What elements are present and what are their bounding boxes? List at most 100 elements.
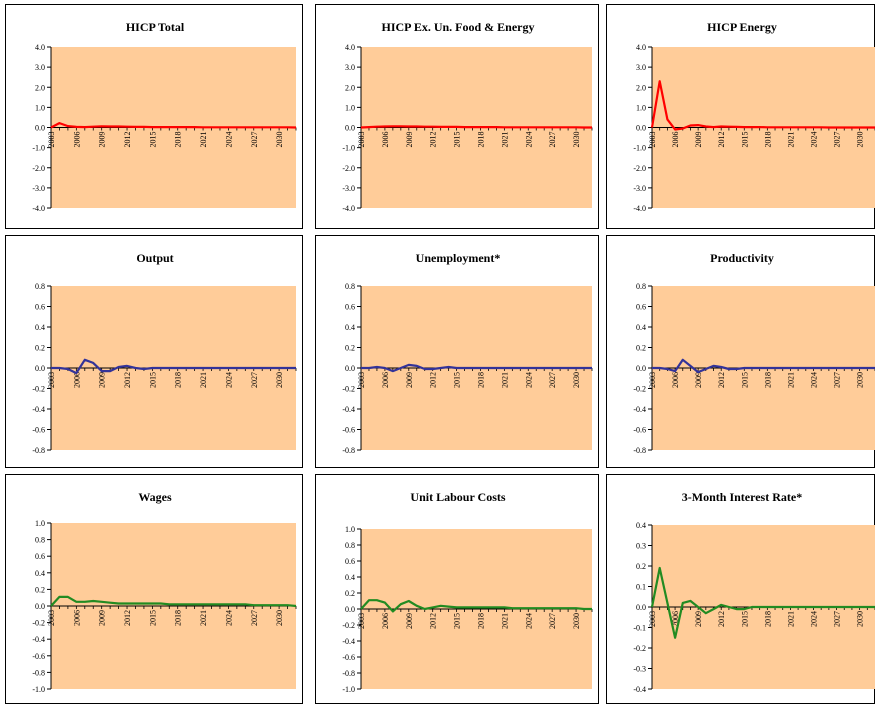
x-tick-label: 2015 [453,613,462,629]
x-tick-label: 2018 [763,372,772,388]
chart-title: Unemployment* [416,251,501,265]
chart-svg: Productivity 0.8 0.6 0.4 0.2 0.0 -0.2 -0.4 -0.6 -… [633,251,875,455]
chart-panel: HICP Total 4.0 3.0 2.0 1.0 0.0 -1.0 -2.0 -3.0 -4.… [5,4,303,229]
x-tick-label: 2012 [123,610,132,626]
chart-panel: Productivity 0.8 0.6 0.4 0.2 0.0 -0.2 -0.4 -0.6 -… [606,235,875,468]
y-tick-label: 0.3 [636,542,646,551]
x-tick-label: 2003 [47,372,56,388]
x-tick-label: 2018 [174,132,183,148]
x-tick-label: 2015 [740,372,749,388]
x-tick-label: 2006 [671,132,680,148]
x-tick-label: 2015 [148,132,157,148]
y-tick-label: 3.0 [35,63,45,72]
x-tick-label: 2015 [740,611,749,627]
y-tick-label: 0.2 [636,562,646,571]
y-tick-label: -3.0 [633,184,646,193]
y-tick-label: -0.4 [633,405,646,414]
y-tick-label: 0.0 [636,364,646,373]
x-tick-label: 2024 [809,132,818,148]
y-tick-label: -0.2 [633,644,646,653]
chart-title: HICP Energy [707,20,777,34]
y-tick-label: 0.2 [345,589,355,598]
series-line [650,80,875,131]
y-tick-label: 1.0 [345,525,355,534]
x-tick-label: 2012 [429,372,438,388]
x-tick-label: 2018 [174,610,183,626]
y-tick-label: 4.0 [345,43,355,52]
y-tick-label: 1.0 [35,519,45,528]
x-tick-label: 2009 [98,132,107,148]
chart-panel: Unit Labour Costs 1.0 0.8 0.6 0.4 0.2 0.0 -0.2 -… [315,474,599,704]
x-tick-label: 2024 [524,613,533,629]
x-tick-label: 2021 [786,132,795,148]
y-tick-label: -0.4 [342,405,355,414]
chart-title: Productivity [710,251,774,265]
x-tick-label: 2006 [381,372,390,388]
y-tick-label: 0.0 [345,364,355,373]
y-tick-label: 0.4 [636,521,646,530]
chart-panel: HICP Energy 4.0 3.0 2.0 1.0 0.0 -1.0 -2.0 -3.0 -4… [606,4,875,229]
y-tick-label: -0.4 [342,637,355,646]
y-tick-label: -1.0 [342,685,355,694]
x-tick-label: 2012 [717,372,726,388]
x-tick-label: 2006 [381,613,390,629]
y-tick-label: -0.4 [32,635,45,644]
x-tick-label: 2021 [199,610,208,626]
x-tick-label: 2030 [572,132,581,148]
x-tick-label: 2024 [224,610,233,626]
x-tick-label: 2021 [500,613,509,629]
y-tick-label: -0.4 [32,405,45,414]
y-tick-label: 0.6 [345,557,355,566]
y-tick-label: 2.0 [636,83,646,92]
x-tick-label: 2015 [453,372,462,388]
x-tick-label: 2018 [476,132,485,148]
series-line [50,595,297,608]
chart-svg: Unit Labour Costs 1.0 0.8 0.6 0.4 0.2 0.0 -0.2 -… [342,490,593,694]
x-tick-label: 2021 [500,372,509,388]
y-tick-label: 0.4 [345,323,355,332]
chart-panel: Unemployment* 0.8 0.6 0.4 0.2 0.0 -0.2 -0.4 -0.6… [315,235,599,468]
y-tick-label: 1.0 [345,103,355,112]
x-tick-label: 2003 [648,132,657,148]
chart-svg: Wages 1.0 0.8 0.6 0.4 0.2 0.0 -0.2 -0.4 -0.6 -0.8 -… [32,490,297,694]
x-tick-label: 2030 [856,372,865,388]
x-tick-label: 2027 [250,372,259,388]
y-tick-label: 0.4 [636,323,646,332]
y-tick-label: 0.8 [345,282,355,291]
y-tick-label: 0.0 [636,603,646,612]
y-tick-label: -0.6 [342,426,355,435]
y-tick-label: 0.1 [636,583,646,592]
y-tick-label: -2.0 [342,164,355,173]
x-tick-label: 2027 [548,613,557,629]
y-tick-label: -3.0 [342,184,355,193]
y-tick-label: -0.8 [32,446,45,455]
y-tick-label: 3.0 [345,63,355,72]
x-tick-label: 2006 [671,372,680,388]
y-tick-label: 1.0 [636,103,646,112]
x-tick-label: 2024 [809,611,818,627]
y-tick-label: 0.2 [636,344,646,353]
y-tick-label: -0.6 [32,426,45,435]
x-tick-label: 2015 [453,132,462,148]
y-tick-label: -0.2 [342,621,355,630]
y-tick-label: 0.4 [35,569,45,578]
x-tick-label: 2021 [500,132,509,148]
chart-title: 3-Month Interest Rate* [682,490,802,504]
x-tick-label: 2012 [717,132,726,148]
series-line [361,363,592,373]
x-tick-label: 2018 [763,611,772,627]
chart-panel: 3-Month Interest Rate* 0.4 0.3 0.2 0.1 0.0 -0.… [606,474,875,704]
x-tick-label: 2027 [548,372,557,388]
series-line [650,566,875,639]
x-tick-label: 2009 [405,372,414,388]
y-tick-label: 0.8 [636,282,646,291]
x-tick-label: 2009 [694,372,703,388]
y-tick-label: -3.0 [32,184,45,193]
y-tick-label: 2.0 [35,83,45,92]
y-tick-label: -0.6 [32,652,45,661]
chart-svg: 3-Month Interest Rate* 0.4 0.3 0.2 0.1 0.0 -0.… [633,490,875,694]
x-tick-label: 2018 [476,372,485,388]
y-tick-label: 4.0 [35,43,45,52]
chart-panel: HICP Ex. Un. Food & Energy 4.0 3.0 2.0 1.0 0.… [315,4,599,229]
y-tick-label: 0.0 [345,605,355,614]
